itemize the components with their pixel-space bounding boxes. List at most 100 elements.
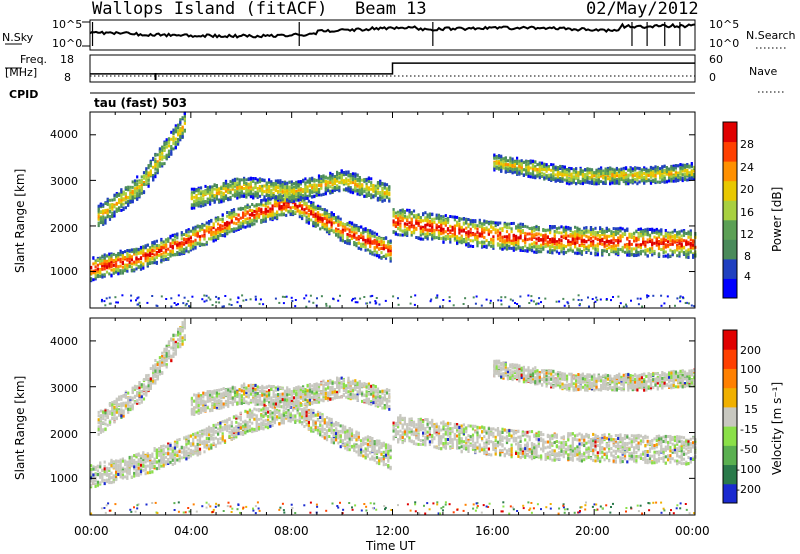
power-panel-cell xyxy=(530,245,534,249)
power-panel-cell xyxy=(379,194,382,198)
power-panel-cell xyxy=(662,251,665,255)
power-panel-cell xyxy=(355,244,358,248)
power-panel-cell xyxy=(366,235,369,239)
power-panel-cell xyxy=(149,254,152,258)
power-panel-cell xyxy=(215,185,218,188)
power-panel-cell xyxy=(124,201,127,205)
power-panel-cell xyxy=(117,268,120,272)
power-panel-cell xyxy=(257,207,261,211)
power-panel-cell xyxy=(224,179,228,183)
power-panel-cell xyxy=(608,242,611,246)
power-panel-cell xyxy=(543,168,546,171)
power-panel-cell xyxy=(483,245,486,249)
power-panel-cell xyxy=(149,164,152,168)
power-panel-cell xyxy=(245,178,248,182)
power-panel-cell xyxy=(124,193,127,197)
power-panel-cell xyxy=(519,236,522,240)
power-panel-cell xyxy=(118,201,121,205)
power-panel-cell xyxy=(247,189,250,193)
power-panel-cell xyxy=(500,165,503,169)
power-panel-cell xyxy=(292,194,296,198)
power-panel-cell xyxy=(529,175,532,179)
power-panel-cell xyxy=(167,257,170,261)
power-panel-cell xyxy=(238,179,241,183)
power-panel-cell xyxy=(183,117,186,121)
power-panel-cell xyxy=(128,257,131,261)
power-panel-cell xyxy=(510,222,513,225)
power-panel-cell xyxy=(467,225,470,229)
power-panel-cell xyxy=(378,255,381,259)
power-panel-cell xyxy=(626,243,629,247)
power-panel-cell xyxy=(388,193,391,197)
power-panel-cell xyxy=(245,192,248,196)
power-panel-cell xyxy=(304,189,307,193)
power-panel-cell xyxy=(553,225,556,228)
power-panel-cell xyxy=(189,229,192,233)
power-panel-cell xyxy=(279,193,282,197)
power-panel-cell xyxy=(185,234,188,237)
power-panel-cell xyxy=(281,198,284,202)
power-panel-cell xyxy=(106,215,109,219)
power-panel-cell xyxy=(314,207,317,211)
power-panel-cell xyxy=(596,231,599,235)
power-panel-cell xyxy=(565,176,569,180)
power-panel-cell xyxy=(501,247,504,251)
power-panel-cell xyxy=(333,182,336,185)
power-panel-cell xyxy=(193,203,196,207)
power-panel-cell xyxy=(544,244,547,248)
power-panel-cell xyxy=(580,250,583,253)
power-panel-cell xyxy=(90,272,93,275)
power-panel-cell xyxy=(571,238,574,242)
power-panel-cell xyxy=(440,219,443,223)
power-panel-cell xyxy=(608,253,611,257)
power-panel-cell xyxy=(571,241,574,245)
power-panel-cell xyxy=(162,257,165,261)
power-panel-cell xyxy=(353,231,356,235)
power-panel-cell xyxy=(370,196,373,200)
power-panel-cell xyxy=(537,245,540,249)
power-panel-cell xyxy=(278,203,281,207)
power-panel-cell xyxy=(163,156,166,159)
power-panel-cell xyxy=(444,214,447,218)
power-panel-cell xyxy=(545,175,548,179)
power-panel-cell xyxy=(154,175,157,179)
power-panel-cell xyxy=(312,207,315,211)
power-panel-cell xyxy=(535,248,538,252)
power-panel-cell xyxy=(115,209,118,213)
power-panel-cell xyxy=(499,243,502,247)
power-panel-cell xyxy=(282,197,285,201)
power-panel-cell xyxy=(169,252,172,256)
power-panel-cell xyxy=(149,246,152,250)
power-panel-cell xyxy=(158,155,161,159)
power-panel-cell xyxy=(419,237,422,241)
power-panel-cell xyxy=(376,198,380,202)
power-panel-cell xyxy=(563,170,566,174)
power-panel-cell xyxy=(664,239,667,242)
power-panel-cell xyxy=(478,218,481,222)
power-panel-cell xyxy=(651,253,654,257)
power-panel-cell xyxy=(115,257,118,261)
power-panel-cell xyxy=(499,246,502,250)
power-panel-cell xyxy=(490,230,493,234)
power-panel-cell xyxy=(446,227,450,231)
power-panel-cell xyxy=(240,185,243,189)
power-panel-cell xyxy=(419,216,422,219)
power-panel-cell xyxy=(235,227,238,231)
power-panel-cell xyxy=(151,248,154,252)
power-panel-cell xyxy=(140,191,143,195)
power-panel-cell xyxy=(193,190,196,194)
power-panel-cell xyxy=(346,222,349,225)
power-panel-cell xyxy=(501,244,504,248)
power-panel-cell xyxy=(303,213,306,217)
power-panel-cell xyxy=(612,247,615,251)
power-panel-cell xyxy=(185,249,188,253)
power-panel-cell xyxy=(669,243,672,246)
power-panel-cell xyxy=(348,228,351,232)
power-panel-cell xyxy=(301,217,304,221)
power-panel-cell xyxy=(500,162,503,166)
power-panel-cell xyxy=(311,195,314,199)
power-panel-cell xyxy=(119,271,122,275)
power-panel-cell xyxy=(619,248,622,252)
power-panel-cell xyxy=(345,187,348,191)
power-panel-cell xyxy=(381,191,384,195)
